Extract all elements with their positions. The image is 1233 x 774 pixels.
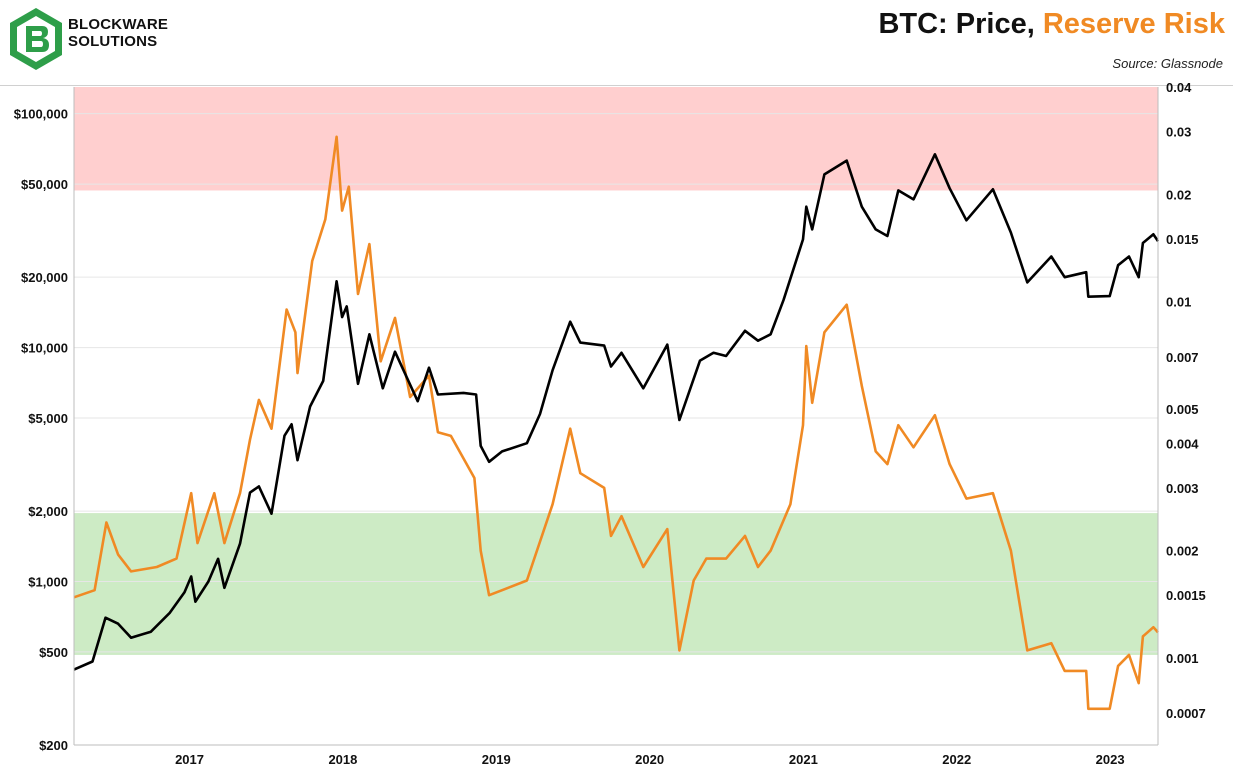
- price-line: [73, 153, 1160, 671]
- right-tick-label: 0.003: [1166, 481, 1199, 496]
- header-divider: [0, 85, 1233, 86]
- title-main: BTC: Price,: [878, 8, 1043, 40]
- right-tick-label: 0.004: [1166, 436, 1199, 451]
- left-tick-label: $5,000: [28, 411, 68, 426]
- left-tick-label: $100,000: [14, 107, 68, 122]
- chart-header: BLOCKWARE SOLUTIONS BTC: Price, Reserve …: [0, 0, 1233, 86]
- right-tick-label: 0.002: [1166, 544, 1199, 559]
- series-lines: [73, 135, 1160, 711]
- x-tick-label: 2017: [175, 752, 204, 767]
- left-tick-label: $500: [39, 645, 68, 660]
- right-tick-label: 0.01: [1166, 295, 1191, 310]
- brand-line-1: BLOCKWARE: [68, 16, 169, 33]
- reserve-risk-line: [73, 135, 1159, 711]
- right-tick-label: 0.0015: [1166, 588, 1206, 603]
- right-tick-label: 0.0007: [1166, 706, 1206, 721]
- x-tick-label: 2023: [1096, 752, 1125, 767]
- title-accent: Reserve Risk: [1042, 8, 1225, 40]
- source-note: Source: Glassnode: [1112, 56, 1223, 71]
- right-tick-label: 0.03: [1166, 125, 1191, 140]
- brand-name: BLOCKWARE SOLUTIONS: [68, 16, 168, 50]
- left-tick-label: $10,000: [21, 341, 68, 356]
- green-zone-band: [74, 513, 1158, 655]
- left-tick-label: $200: [39, 738, 68, 753]
- x-tick-label: 2019: [482, 752, 511, 767]
- right-tick-label: 0.007: [1166, 350, 1199, 365]
- red-zone-band: [74, 87, 1158, 191]
- x-tick-label: 2021: [789, 752, 818, 767]
- brand-line-2: SOLUTIONS: [68, 33, 158, 50]
- right-tick-label: 0.015: [1166, 232, 1199, 247]
- axes: $100,000 $50,000 $20,000 $10,000 $5,000 $2,00…: [14, 80, 1206, 767]
- zone-bands: [74, 87, 1158, 655]
- left-tick-label: $1,000: [28, 574, 68, 589]
- left-tick-label: $50,000: [21, 177, 68, 192]
- blockware-logo-icon: [10, 8, 62, 70]
- left-tick-label: $2,000: [28, 504, 68, 519]
- x-tick-label: 2022: [942, 752, 971, 767]
- left-tick-label: $20,000: [21, 270, 68, 285]
- right-tick-label: 0.001: [1166, 651, 1199, 666]
- right-tick-label: 0.005: [1166, 402, 1199, 417]
- right-tick-label: 0.04: [1166, 80, 1192, 95]
- x-tick-label: 2018: [328, 752, 357, 767]
- x-tick-label: 2020: [635, 752, 664, 767]
- chart-title: BTC: Price, Reserve Risk: [878, 8, 1225, 41]
- right-tick-label: 0.02: [1166, 187, 1191, 202]
